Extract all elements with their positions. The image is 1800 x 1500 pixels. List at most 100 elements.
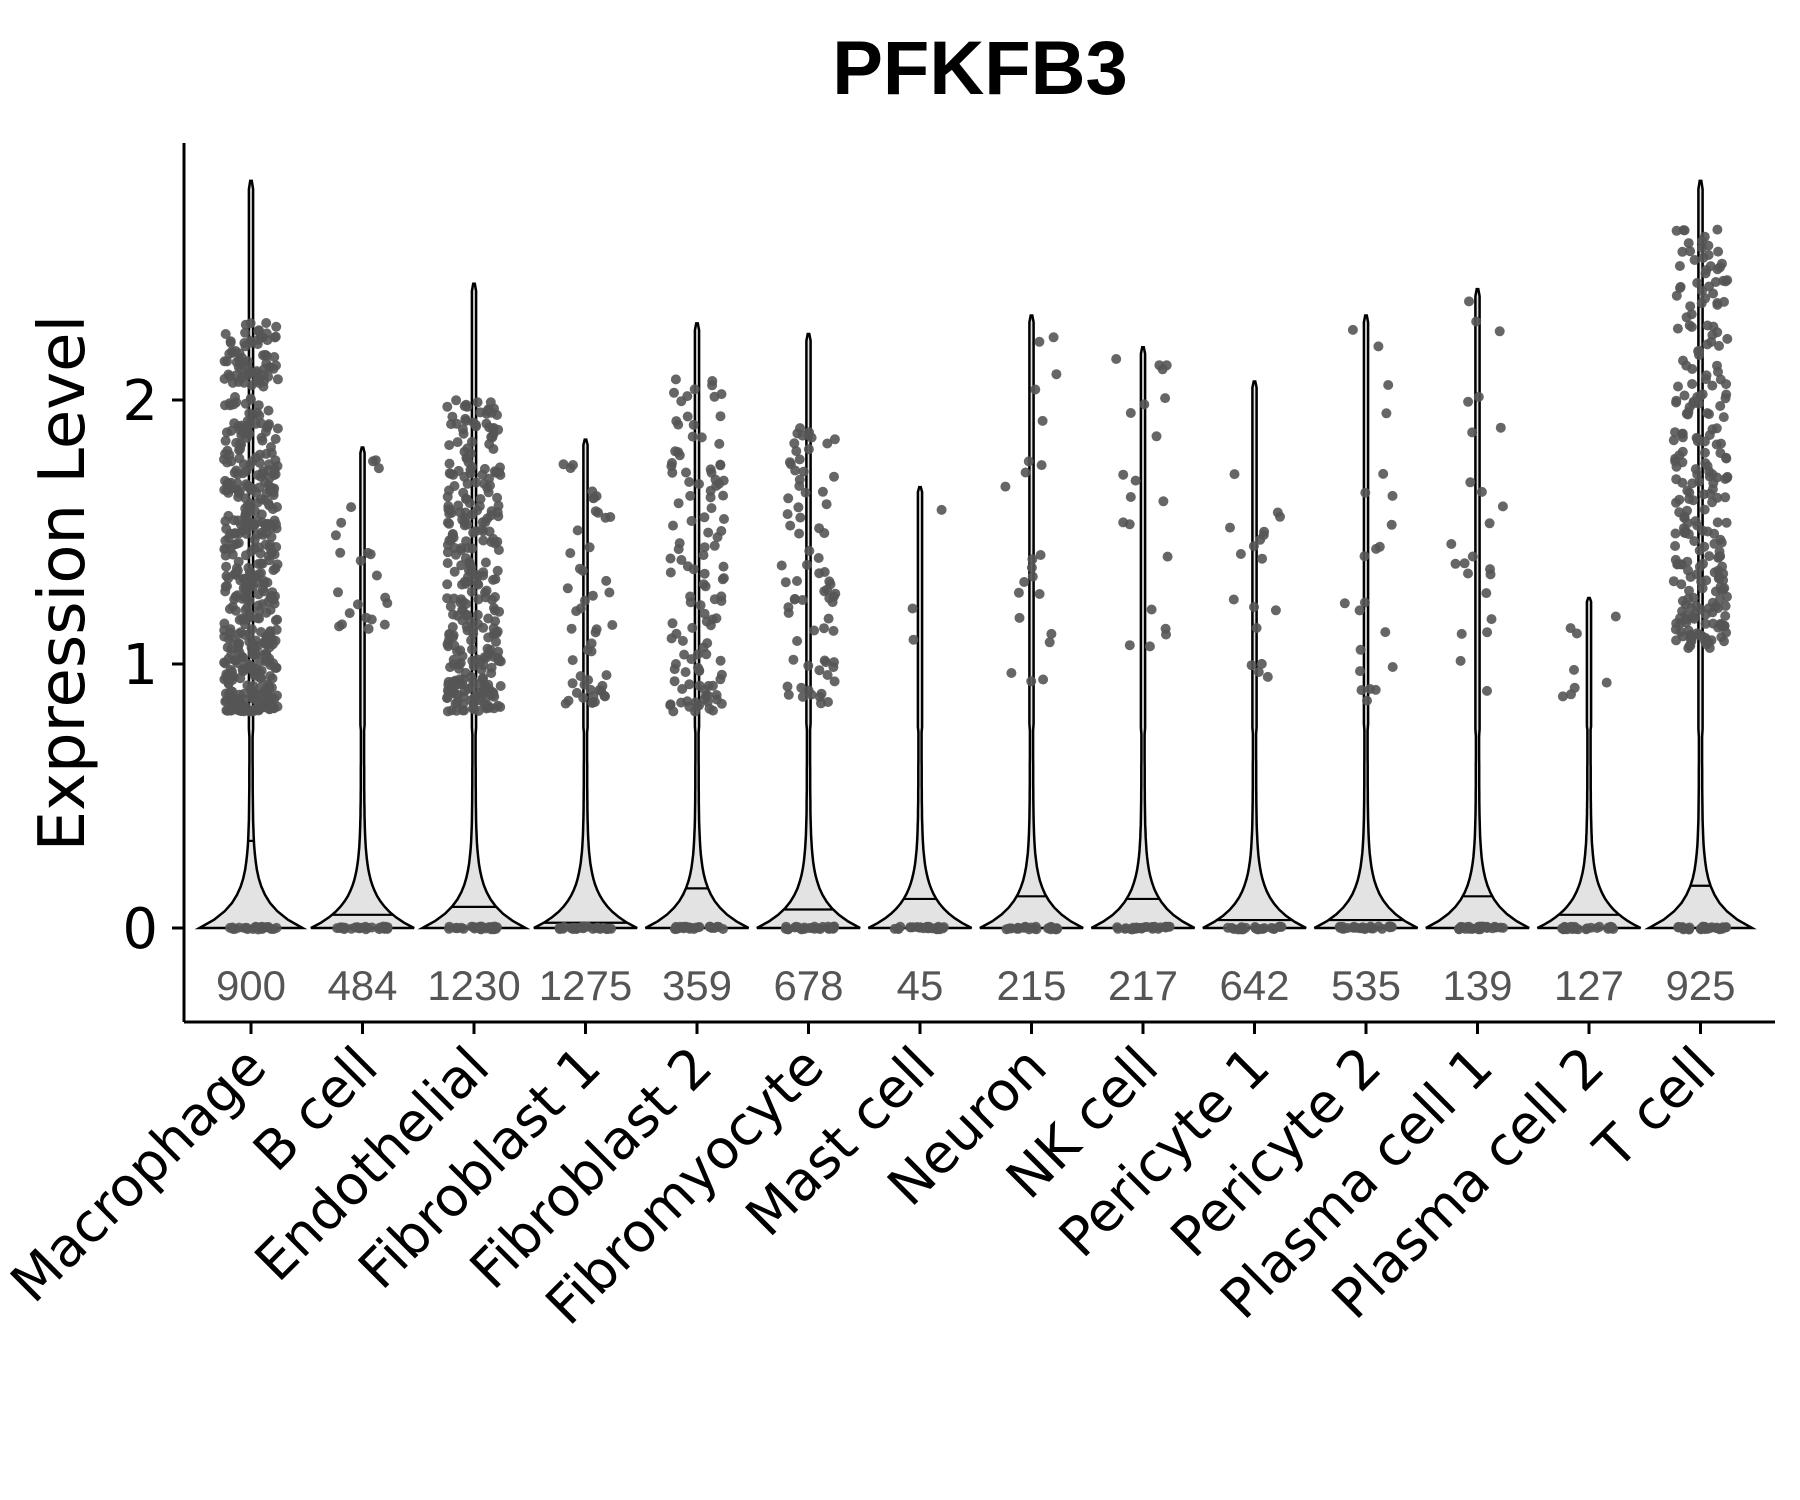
data-point [336,517,347,528]
data-point [1703,250,1714,260]
data-point [782,509,793,520]
data-point [680,667,691,678]
data-point [783,608,794,618]
data-point [606,923,617,934]
data-point [461,493,472,504]
data-point [804,545,815,556]
data-point [1381,408,1392,419]
violin-shape [417,282,531,930]
data-point [699,542,710,553]
data-point [1691,432,1702,443]
data-point [450,923,461,934]
data-point [1027,571,1038,582]
data-point [1722,333,1733,344]
data-point [1720,601,1731,611]
data-point [1714,340,1724,351]
data-point [1699,541,1710,552]
cell-count-label: 1230 [427,962,520,1009]
data-point [1146,604,1157,615]
data-point [1668,576,1679,587]
data-point [559,921,569,932]
data-point [272,502,282,512]
data-point [260,519,271,530]
data-point [1125,492,1136,502]
data-point [444,458,455,469]
data-point [481,585,492,596]
data-point [1126,924,1137,935]
data-point [444,468,455,479]
data-point [668,520,678,531]
data-point [1685,632,1696,643]
data-point [1687,364,1698,374]
data-point [1048,332,1059,343]
data-point [1240,922,1251,933]
data-point [1679,527,1690,538]
data-point [238,664,249,675]
data-point [793,502,804,513]
data-point [586,646,597,657]
data-point [719,514,729,524]
data-point [1486,614,1497,625]
y-axis-label: Expression Level [26,315,100,852]
data-point [254,457,265,468]
data-point [1373,341,1384,352]
data-point [797,595,808,605]
data-point [1471,316,1482,327]
data-point [234,348,245,359]
data-point [798,466,809,477]
data-point [1497,501,1508,512]
data-point [252,613,263,624]
data-point [1601,677,1612,688]
data-point [457,514,468,525]
data-point [373,463,384,474]
data-point [242,500,253,511]
data-point [228,399,239,410]
data-point [361,612,372,623]
data-point [442,693,453,704]
data-point [669,924,680,935]
violin-group [194,179,308,935]
data-point [471,569,482,580]
data-point [714,438,725,449]
data-point [567,655,578,666]
data-point [718,924,728,934]
data-point [1668,435,1679,446]
violin-shape [1090,345,1196,930]
data-point [701,616,712,627]
data-point [1684,494,1695,504]
data-point [333,587,343,598]
data-point [1720,492,1731,503]
data-point [221,561,232,572]
data-point [232,484,243,495]
data-point [1259,923,1270,934]
data-point [1465,477,1476,488]
data-point [701,649,712,660]
data-point [452,646,463,657]
data-point [1044,637,1055,648]
data-point [483,632,494,643]
data-point [466,586,477,597]
data-point [1380,627,1391,638]
data-point [1722,275,1733,286]
data-point [272,423,283,434]
data-point [776,560,787,571]
violin-shape [867,485,973,930]
data-point [445,601,456,612]
data-point [706,503,717,514]
data-point [246,642,257,653]
data-point [587,590,598,601]
data-point [1700,374,1711,385]
data-point [571,606,582,617]
data-point [1674,261,1685,271]
data-point [915,922,926,933]
data-point [806,432,817,443]
data-point [1698,558,1708,569]
data-point [255,558,266,569]
data-point [379,619,390,630]
data-point [1337,923,1348,934]
data-point [488,444,499,454]
data-point [478,535,489,546]
data-point [226,697,237,708]
data-point [716,389,727,400]
cell-count-label: 642 [1219,962,1289,1009]
